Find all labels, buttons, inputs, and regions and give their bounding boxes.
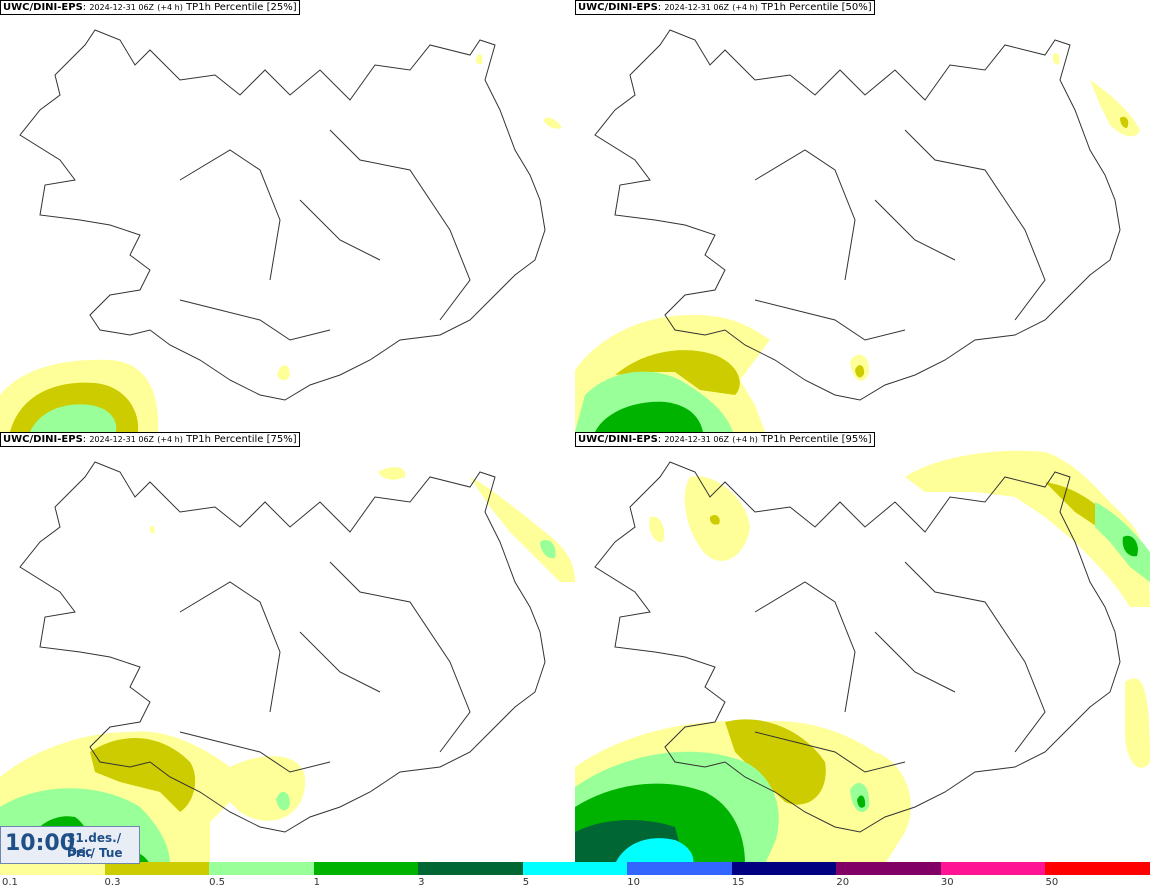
precip-area (855, 365, 865, 378)
map-panel-95: UWC/DINI-EPS: 2024-12-31 06Z (+4 h) TP1h… (575, 432, 1150, 864)
precip-area (276, 791, 290, 811)
valid-date-line1: 31.des./ Dec (67, 831, 122, 859)
precip-area (475, 53, 483, 65)
legend-label: 10 (627, 877, 640, 888)
precip-area (857, 795, 866, 808)
precip-map (0, 29, 562, 432)
precip-area (1095, 502, 1150, 582)
precip-map (0, 461, 575, 864)
precip-area (615, 350, 740, 395)
iceland-coastline (19, 461, 546, 833)
precip-area (149, 525, 155, 534)
precip-area (649, 516, 665, 543)
iceland-coastline (594, 29, 1121, 401)
precip-area (595, 401, 703, 432)
precip-area (725, 719, 826, 805)
precip-area (1052, 53, 1060, 65)
valid-time-clock: 10:00 (5, 831, 76, 856)
precip-area (1122, 535, 1138, 557)
legend-label: 15 (731, 877, 745, 888)
precip-map (575, 29, 1140, 432)
legend-swatch (731, 862, 837, 875)
valid-date-line2: Þri./ Tue (67, 846, 123, 860)
legend-label: 0.5 (209, 877, 225, 888)
precip-area (543, 117, 562, 129)
legend-label: 1 (313, 877, 320, 888)
legend-label: 20 (836, 877, 850, 888)
panel-title: UWC/DINI-EPS: 2024-12-31 06Z (+4 h) TP1h… (575, 432, 875, 447)
iceland-coastline (19, 29, 546, 401)
legend-label: 50 (1045, 877, 1059, 888)
valid-time-box: 10:00 31.des./ Dec Þri./ Tue (0, 826, 140, 864)
legend-swatch (0, 862, 105, 875)
legend-swatch (627, 862, 733, 875)
precip-map (575, 450, 1150, 864)
panel-title: UWC/DINI-EPS: 2024-12-31 06Z (+4 h) TP1h… (0, 432, 300, 447)
panel-title: UWC/DINI-EPS: 2024-12-31 06Z (+4 h) TP1h… (575, 0, 875, 15)
precip-area (615, 838, 694, 864)
map-panel-50: UWC/DINI-EPS: 2024-12-31 06Z (+4 h) TP1h… (575, 0, 1150, 432)
precip-area (540, 539, 556, 559)
precip-area (277, 365, 290, 381)
panel-title: UWC/DINI-EPS: 2024-12-31 06Z (+4 h) TP1h… (0, 0, 300, 15)
legend-swatch (940, 862, 1046, 875)
legend-swatch (104, 862, 210, 875)
legend-swatch (522, 862, 628, 875)
iceland-coastline (594, 461, 1121, 833)
precip-area (470, 477, 575, 582)
legend-swatch (1045, 862, 1150, 875)
legend-swatch (313, 862, 419, 875)
precip-area (90, 738, 196, 812)
precip-color-legend: 0.1 0.3 0.5 1 3 5 10 15 20 30 50 (0, 862, 1150, 891)
map-panel-75: UWC/DINI-EPS: 2024-12-31 06Z (+4 h) TP1h… (0, 432, 575, 864)
legend-label: 0.1 (2, 877, 18, 888)
legend-label: 3 (418, 877, 425, 888)
map-panel-25: UWC/DINI-EPS: 2024-12-31 06Z (+4 h) TP1h… (0, 0, 575, 432)
legend-label: 0.3 (104, 877, 121, 888)
legend-label: 30 (940, 877, 954, 888)
precip-area (378, 467, 406, 480)
precip-area (905, 450, 1150, 607)
precip-area (709, 514, 720, 525)
precip-area (1090, 80, 1140, 137)
legend-label: 5 (522, 877, 530, 888)
legend-swatch (836, 862, 942, 875)
legend-swatch (209, 862, 315, 875)
legend-swatch (418, 862, 524, 875)
precip-area (1125, 678, 1150, 768)
precip-area (1120, 116, 1129, 128)
precip-area (30, 404, 117, 432)
